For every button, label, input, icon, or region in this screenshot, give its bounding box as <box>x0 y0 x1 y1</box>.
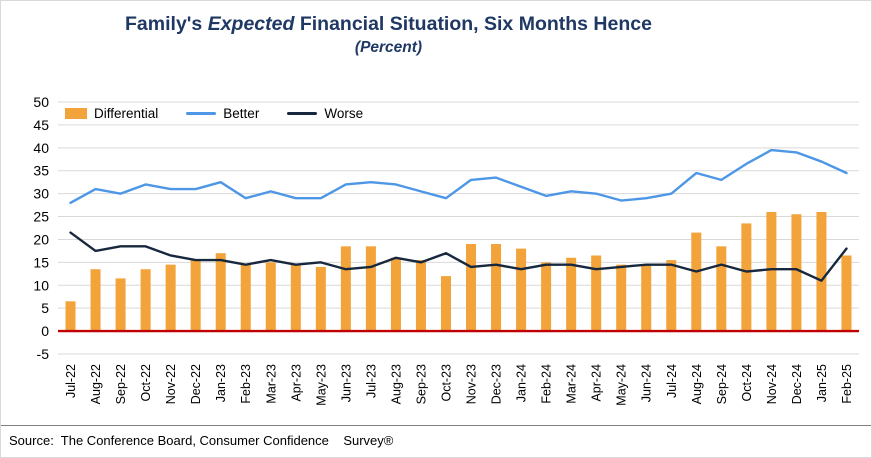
x-tick-label: Sep-23 <box>414 364 428 404</box>
bar <box>115 278 126 332</box>
y-tick-label: 20 <box>33 231 49 247</box>
bar <box>340 246 351 332</box>
legend-item-better: Better <box>186 106 259 121</box>
source-note: Source: The Conference Board, Consumer C… <box>1 425 871 448</box>
x-tick-label: May-23 <box>314 364 328 406</box>
bar <box>165 264 176 332</box>
title-suffix: Financial Situation, Six Months Hence <box>299 13 652 35</box>
x-tick-label: Jun-24 <box>640 364 654 402</box>
bar <box>415 260 426 332</box>
bar <box>440 276 451 332</box>
chart-legend: Differential Better Worse <box>65 106 363 121</box>
x-tick-label: Dec-22 <box>189 364 203 404</box>
bar <box>215 253 226 332</box>
x-tick-label: Apr-23 <box>289 364 303 402</box>
x-tick-label: Nov-22 <box>164 364 178 404</box>
title-prefix: Family's <box>125 13 203 35</box>
x-tick-label: May-24 <box>615 364 629 406</box>
differential-bar-swatch-icon <box>65 108 87 119</box>
bar <box>90 269 101 332</box>
x-tick-label: Mar-23 <box>264 364 278 404</box>
x-tick-label: Dec-24 <box>790 364 804 404</box>
bar <box>741 223 752 332</box>
legend-label-better: Better <box>223 106 260 121</box>
bar <box>516 248 527 332</box>
x-tick-label: Oct-23 <box>439 364 453 402</box>
bar <box>290 264 301 332</box>
chart-title: Family's Expected Financial Situation, S… <box>1 11 871 37</box>
bar <box>591 255 602 332</box>
chart-area: -5 0 5 10 15 20 25 30 35 40 45 50 Jul-22 Aug-22 Sep-22… <box>1 62 871 419</box>
x-tick-label: Jan-25 <box>815 364 829 402</box>
x-tick-label: Aug-24 <box>690 364 704 404</box>
better-line-swatch-icon <box>186 112 217 115</box>
bar <box>616 264 627 332</box>
bar <box>65 301 76 332</box>
bar <box>365 246 376 332</box>
x-tick-label: Sep-22 <box>114 364 128 404</box>
bar <box>265 262 276 332</box>
combo-chart-svg: -5 0 5 10 15 20 25 30 35 40 45 50 Jul-22 Aug-22 Sep-22… <box>33 94 859 406</box>
title-italic-word: Expected <box>207 13 295 35</box>
legend-item-worse: Worse <box>287 106 363 121</box>
bar <box>390 257 401 332</box>
bar <box>466 244 477 332</box>
legend-label-worse: Worse <box>324 106 364 121</box>
x-tick-label: Feb-24 <box>540 364 554 404</box>
x-tick-label: Oct-22 <box>139 364 153 402</box>
x-tick-label: Jun-23 <box>339 364 353 402</box>
bar <box>240 264 251 332</box>
bar <box>491 244 502 332</box>
y-tick-label: 50 <box>33 94 49 110</box>
legend-label-differential: Differential <box>94 106 159 121</box>
x-tick-label: Oct-24 <box>740 364 754 402</box>
x-tick-label: Dec-23 <box>490 364 504 404</box>
bar <box>666 260 677 332</box>
y-tick-label: 35 <box>33 163 49 179</box>
line-better <box>69 148 848 205</box>
y-tick-label: 0 <box>41 323 49 339</box>
line-worse <box>69 231 848 282</box>
y-tick-label: -5 <box>37 346 50 362</box>
y-tick-label: 45 <box>33 117 49 133</box>
x-tick-label: Nov-23 <box>465 364 479 404</box>
bar <box>816 211 827 332</box>
bar <box>190 260 201 332</box>
bar <box>541 262 552 332</box>
bar <box>566 257 577 332</box>
x-tick-label: Nov-24 <box>765 364 779 404</box>
bar <box>841 255 852 332</box>
y-tick-label: 5 <box>41 300 49 316</box>
x-tick-label: Sep-24 <box>715 364 729 404</box>
y-tick-label: 15 <box>33 254 49 270</box>
x-tick-label: Jan-23 <box>214 364 228 402</box>
x-tick-label: Aug-23 <box>389 364 403 404</box>
x-tick-label: Jul-22 <box>64 364 78 398</box>
x-tick-label: Mar-24 <box>565 364 579 404</box>
x-tick-label: Jul-24 <box>665 364 679 398</box>
bar <box>691 232 702 332</box>
bar <box>791 214 802 332</box>
x-tick-label: Feb-23 <box>239 364 253 404</box>
y-tick-label: 40 <box>33 140 49 156</box>
y-tick-label: 10 <box>33 277 49 293</box>
x-tick-label: Jul-23 <box>364 364 378 398</box>
worse-line-swatch-icon <box>287 112 318 115</box>
y-tick-label: 25 <box>33 209 49 225</box>
bar <box>716 246 727 332</box>
legend-item-differential: Differential <box>65 106 158 121</box>
bar <box>315 266 326 332</box>
bar <box>766 211 777 332</box>
y-tick-label: 30 <box>33 186 49 202</box>
bar <box>140 269 151 332</box>
x-tick-label: Jan-24 <box>515 364 529 402</box>
x-tick-label: Apr-24 <box>590 364 604 402</box>
bar <box>641 264 652 332</box>
x-tick-label: Aug-22 <box>89 364 103 404</box>
chart-subtitle: (Percent) <box>354 39 423 56</box>
x-tick-label: Feb-25 <box>840 364 854 404</box>
